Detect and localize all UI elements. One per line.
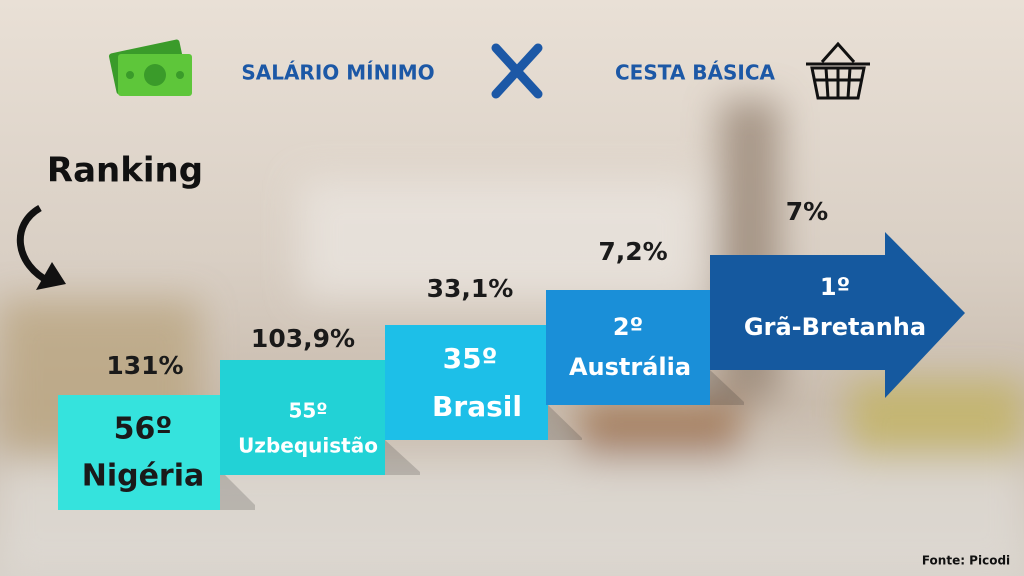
basket-icon — [806, 41, 870, 100]
rank-label: 35º — [443, 342, 498, 375]
step-box — [546, 290, 710, 405]
country-label: Brasil — [432, 390, 522, 423]
percent-label: 33,1% — [427, 274, 514, 303]
rank-label: 55º — [288, 399, 327, 423]
percent-label: 7,2% — [598, 237, 667, 266]
percent-label: 103,9% — [251, 324, 355, 353]
header-right-label: CESTA BÁSICA — [615, 61, 776, 85]
source-note: Fonte: Picodi — [922, 554, 1010, 568]
country-label: Nigéria — [82, 459, 205, 494]
country-label: Uzbequistão — [238, 434, 378, 458]
header-left-label: SALÁRIO MÍNIMO — [241, 61, 434, 85]
step-box — [385, 325, 548, 440]
step-box — [58, 395, 220, 510]
country-label: Grã-Bretanha — [744, 313, 926, 341]
percent-label: 7% — [786, 197, 828, 226]
rank-label: 56º — [114, 412, 173, 447]
money-icon — [108, 39, 192, 96]
versus-icon — [491, 43, 543, 99]
rank-label: 1º — [820, 273, 850, 301]
step-arrow — [710, 232, 965, 398]
ranking-arrow — [16, 204, 66, 290]
step-shadows — [220, 370, 744, 510]
rank-label: 2º — [613, 313, 643, 341]
percent-label: 131% — [106, 351, 183, 380]
ranking-label: Ranking — [47, 151, 203, 191]
step-box — [220, 360, 385, 475]
country-label: Austrália — [569, 353, 691, 381]
